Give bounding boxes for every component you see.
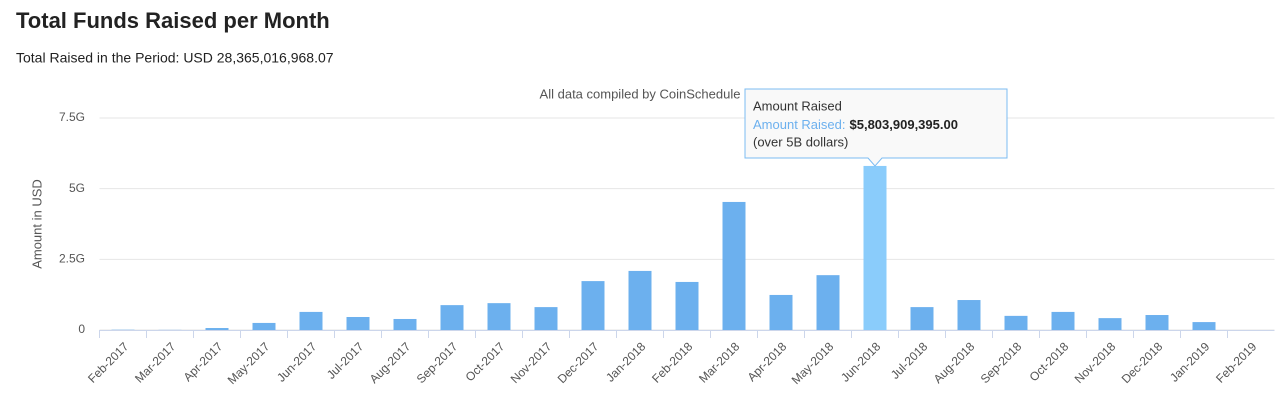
x-tick-label: Mar-2017 (132, 339, 178, 385)
bar (253, 323, 276, 330)
bar (535, 307, 558, 330)
bar (770, 295, 793, 330)
bar (206, 328, 229, 330)
bar (300, 312, 323, 330)
y-tick-label: 5G (69, 181, 85, 195)
x-tick-label: Jan-2019 (1167, 339, 1213, 385)
x-tick-label: Aug-2018 (931, 339, 978, 386)
bar (629, 271, 652, 330)
bar (488, 303, 511, 330)
bar (394, 319, 417, 330)
chart-subtitle: Total Raised in the Period: USD 28,365,0… (16, 50, 334, 66)
bar (1052, 312, 1075, 330)
x-tick-label: Jun-2017 (274, 339, 320, 385)
tooltip-note: (over 5B dollars) (753, 134, 848, 149)
x-tick-label: Aug-2017 (367, 339, 414, 386)
credits: All data compiled by CoinSchedule (540, 86, 741, 101)
bar (1005, 316, 1028, 330)
x-tick-label: Sep-2018 (978, 339, 1025, 386)
x-tick-label: May-2018 (789, 339, 837, 387)
x-tick-label: Apr-2018 (745, 339, 790, 384)
bar (864, 166, 887, 330)
x-tick-label: Jul-2017 (324, 339, 367, 382)
bar (911, 307, 934, 330)
tooltip-title: Amount Raised (753, 98, 842, 113)
tooltip: Amount Raised Amount Raised: $5,803,909,39… (745, 89, 1007, 166)
tooltip-line: Amount Raised: $5,803,909,395.00 (753, 117, 958, 132)
y-axis-title: Amount in USD (29, 179, 44, 269)
bar (958, 300, 981, 330)
x-tick-label: Sep-2017 (414, 339, 461, 386)
x-tick-label: Feb-2018 (649, 339, 695, 385)
x-tick-label: Nov-2017 (508, 339, 555, 386)
bar (723, 202, 746, 330)
x-tick-label: Oct-2017 (463, 339, 508, 384)
x-tick-label: Feb-2017 (85, 339, 131, 385)
bar (1099, 318, 1122, 330)
bar (582, 281, 605, 330)
tooltip-value: $5,803,909,395.00 (850, 117, 958, 132)
bar (1146, 315, 1169, 330)
x-tick-label: Jan-2018 (603, 339, 649, 385)
bar (1193, 322, 1216, 330)
y-tick-label: 7.5G (59, 110, 85, 124)
x-tick-label: Oct-2018 (1027, 339, 1072, 384)
x-tick-label: Dec-2018 (1119, 339, 1166, 386)
bar (441, 305, 464, 330)
y-tick-label: 0 (78, 322, 85, 336)
x-tick-label: May-2017 (225, 339, 273, 387)
tooltip-series: Amount Raised: (753, 117, 846, 132)
bar (676, 282, 699, 330)
bar (817, 275, 840, 330)
y-tick-label: 2.5G (59, 252, 85, 266)
x-tick-label: Jul-2018 (888, 339, 931, 382)
x-tick-label: Apr-2017 (181, 339, 226, 384)
x-tick-label: Dec-2017 (555, 339, 602, 386)
bar (347, 317, 370, 330)
x-tick-label: Nov-2018 (1072, 339, 1119, 386)
x-tick-label: Mar-2018 (696, 339, 742, 385)
chart-title: Total Funds Raised per Month (16, 8, 330, 33)
x-tick-label: Jun-2018 (838, 339, 884, 385)
x-tick-label: Feb-2019 (1213, 339, 1259, 385)
